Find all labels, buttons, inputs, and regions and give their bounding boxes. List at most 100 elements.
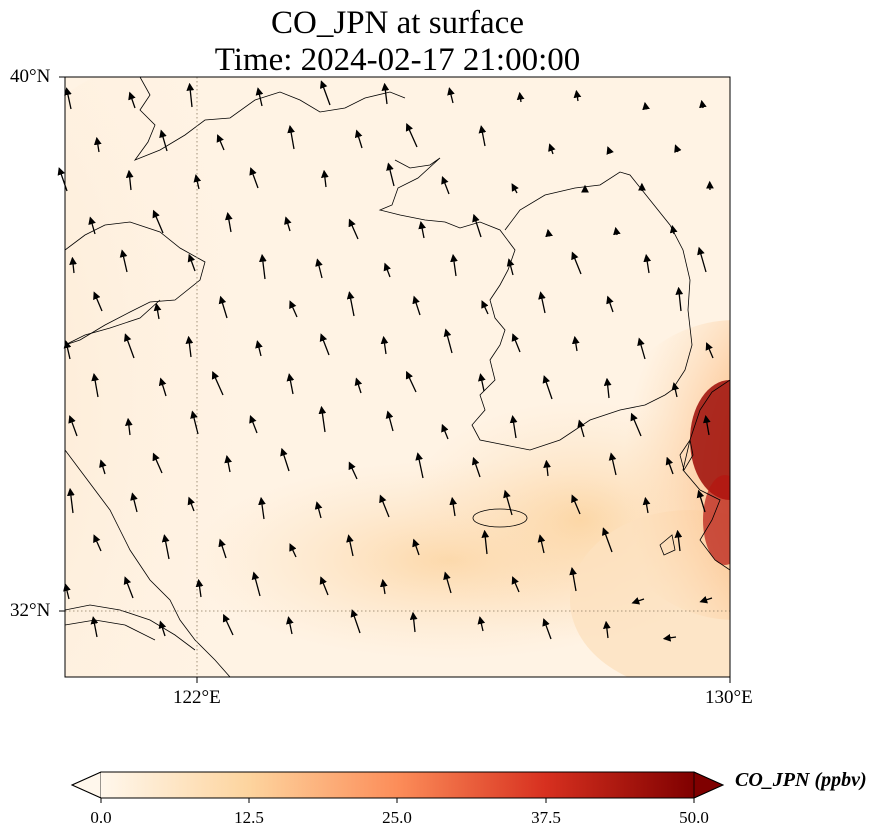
wind-arrow — [251, 571, 261, 597]
colorbar-tick-1: 12.5 — [234, 808, 264, 827]
wind-arrow — [57, 167, 68, 192]
wind-arrow — [481, 300, 489, 315]
wind-arrow — [606, 295, 614, 313]
wind-arrow — [447, 87, 455, 104]
wind-arrow — [380, 335, 389, 355]
wind-arrow — [350, 609, 361, 634]
wind-arrow — [346, 291, 355, 317]
wind-arrow — [662, 633, 677, 642]
wind-arrow — [571, 335, 580, 352]
wind-arrow — [601, 527, 613, 553]
colorbar-tick-0: 0.0 — [90, 808, 112, 827]
colorbar-extend-max — [693, 771, 724, 799]
wind-arrow — [631, 597, 645, 605]
wind-arrow — [697, 246, 707, 273]
wind-arrow — [346, 534, 354, 557]
wind-arrow — [153, 302, 162, 320]
wind-arrow — [186, 82, 195, 108]
colorbar-tick-3: 37.5 — [531, 808, 561, 827]
wind-arrow — [477, 616, 486, 632]
wind-arrow — [449, 496, 458, 517]
wind-arrow — [516, 91, 525, 103]
wind-arrow — [571, 494, 581, 515]
wind-arrow — [511, 333, 521, 353]
wind-arrow — [379, 578, 388, 595]
wind-arrow — [63, 583, 71, 600]
wind-arrow — [506, 258, 515, 276]
wind-arrow — [675, 286, 684, 312]
wind-arrow — [705, 342, 714, 359]
wind-arrow — [699, 99, 707, 109]
wind-arrow — [158, 620, 167, 637]
wind-vectors — [57, 80, 714, 642]
wind-arrow — [383, 262, 391, 278]
wind-arrow — [443, 328, 453, 354]
wind-arrow — [665, 456, 674, 475]
wind-arrow — [187, 496, 195, 512]
wind-arrow — [571, 251, 582, 275]
wind-arrow — [187, 253, 196, 272]
wind-arrow — [123, 576, 134, 599]
wind-arrow — [405, 123, 418, 148]
wind-arrow — [699, 595, 713, 604]
wind-arrow — [224, 212, 233, 233]
coast-yangtze — [65, 604, 196, 651]
wind-arrow — [674, 529, 683, 552]
wind-arrow — [90, 616, 99, 638]
wind-arrow — [211, 371, 224, 396]
wind-arrow — [671, 382, 680, 398]
wind-arrow — [152, 452, 163, 474]
wind-arrow — [542, 618, 552, 640]
wind-arrow — [606, 146, 614, 155]
wind-arrow — [613, 226, 621, 236]
wind-arrow — [130, 492, 138, 513]
wind-arrow — [478, 125, 487, 147]
wind-arrow — [193, 174, 202, 190]
wind-arrow — [642, 496, 651, 514]
wind-arrow — [67, 487, 75, 514]
map-frame — [64, 76, 731, 678]
wind-arrow — [286, 616, 294, 635]
wind-arrow — [289, 543, 297, 558]
wind-arrow — [286, 373, 295, 395]
wind-arrow — [185, 335, 194, 358]
coast-tsushima — [679, 438, 694, 472]
wind-arrow — [68, 415, 78, 437]
wind-arrow — [669, 224, 678, 235]
wind-arrow — [643, 253, 652, 274]
lat-label-40N: 40°N — [10, 66, 51, 87]
lat-label-32N: 32°N — [10, 600, 51, 621]
coast-china-east — [65, 449, 231, 677]
wind-arrow — [379, 494, 390, 518]
wind-arrow — [548, 143, 556, 155]
colorbar-label: CO_JPN (ppbv) — [735, 769, 867, 791]
wind-arrow — [315, 258, 323, 279]
wind-arrow — [443, 571, 452, 594]
coast-bohai-west — [65, 221, 206, 346]
wind-arrow — [64, 87, 72, 110]
wind-arrow — [63, 340, 72, 360]
wind-arrow — [93, 291, 103, 312]
coast-goto — [659, 534, 676, 556]
wind-arrow — [412, 538, 420, 556]
wind-arrow — [124, 417, 133, 436]
wind-arrow — [642, 101, 650, 111]
wind-arrow — [249, 167, 259, 189]
wind-arrow — [224, 455, 232, 473]
wind-arrow — [216, 134, 225, 151]
wind-arrow — [255, 340, 263, 357]
wind-arrow — [418, 221, 426, 239]
wind-arrow — [538, 291, 546, 314]
wind-arrow — [218, 295, 228, 319]
wind-arrow — [123, 333, 135, 359]
wind-arrow — [218, 538, 227, 559]
wind-arrow — [409, 611, 418, 633]
colorbar — [70, 771, 725, 803]
colorbar-gradient — [101, 772, 694, 798]
wind-arrow — [602, 620, 611, 639]
wind-arrow — [195, 578, 204, 598]
wind-arrow — [542, 375, 553, 400]
wind-arrow — [543, 459, 551, 477]
coast-shandong — [65, 299, 161, 346]
